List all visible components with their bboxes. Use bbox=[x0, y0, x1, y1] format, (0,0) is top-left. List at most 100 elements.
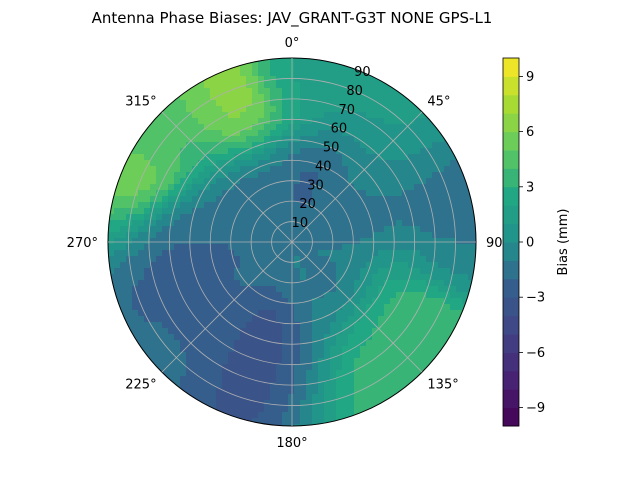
contour-cell bbox=[402, 358, 409, 365]
contour-cell bbox=[216, 400, 223, 407]
contour-cell bbox=[420, 142, 427, 149]
contour-cell bbox=[390, 346, 397, 353]
contour-cell bbox=[354, 130, 361, 137]
contour-cell bbox=[288, 82, 295, 89]
contour-cell bbox=[396, 232, 403, 239]
contour-cell bbox=[288, 148, 295, 155]
contour-cell bbox=[234, 262, 241, 269]
contour-cell bbox=[342, 112, 349, 119]
contour-cell bbox=[408, 388, 415, 395]
contour-cell bbox=[144, 190, 151, 197]
contour-cell bbox=[396, 328, 403, 335]
contour-cell bbox=[288, 142, 295, 149]
contour-cell bbox=[474, 202, 476, 209]
contour-cell bbox=[414, 292, 421, 299]
contour-cell bbox=[312, 250, 319, 257]
contour-cell bbox=[252, 88, 259, 95]
contour-cell bbox=[264, 202, 271, 209]
contour-cell bbox=[372, 316, 379, 323]
contour-cell bbox=[258, 346, 265, 353]
contour-cell bbox=[324, 238, 331, 245]
contour-cell bbox=[204, 100, 211, 107]
contour-cell bbox=[342, 166, 349, 173]
contour-cell bbox=[264, 304, 271, 311]
contour-cell bbox=[282, 220, 289, 227]
contour-cell bbox=[210, 172, 217, 179]
contour-cell bbox=[330, 232, 337, 239]
contour-cell bbox=[354, 418, 361, 425]
contour-cell bbox=[336, 274, 343, 281]
contour-cell bbox=[276, 94, 283, 101]
contour-cell bbox=[156, 346, 163, 353]
contour-cell bbox=[204, 304, 211, 311]
contour-cell bbox=[330, 214, 337, 221]
contour-cell bbox=[120, 328, 127, 335]
contour-cell bbox=[330, 388, 337, 395]
contour-cell bbox=[168, 340, 175, 347]
contour-cell bbox=[366, 166, 373, 173]
contour-cell bbox=[450, 304, 457, 311]
contour-cell bbox=[186, 376, 193, 383]
contour-cell bbox=[396, 208, 403, 215]
contour-cell bbox=[312, 148, 319, 155]
contour-cell bbox=[198, 382, 205, 389]
contour-cell bbox=[222, 418, 229, 425]
contour-cell bbox=[264, 358, 271, 365]
contour-cell bbox=[276, 298, 283, 305]
contour-cell bbox=[276, 58, 283, 65]
contour-cell bbox=[264, 190, 271, 197]
contour-cell bbox=[378, 100, 385, 107]
contour-cell bbox=[294, 256, 301, 263]
contour-cell bbox=[336, 88, 343, 95]
contour-cell bbox=[120, 220, 127, 227]
contour-cell bbox=[450, 286, 457, 293]
contour-cell bbox=[258, 232, 265, 239]
contour-cell bbox=[156, 376, 163, 383]
contour-cell bbox=[204, 202, 211, 209]
contour-cell bbox=[330, 76, 337, 83]
contour-cell bbox=[168, 130, 175, 137]
contour-cell bbox=[156, 118, 163, 125]
contour-cell bbox=[198, 136, 205, 143]
contour-cell bbox=[318, 244, 325, 251]
contour-cell bbox=[186, 238, 193, 245]
contour-cell bbox=[162, 178, 169, 185]
contour-cell bbox=[372, 358, 379, 365]
contour-cell bbox=[456, 190, 463, 197]
contour-cell bbox=[432, 304, 439, 311]
contour-cell bbox=[282, 376, 289, 383]
contour-cell bbox=[306, 238, 313, 245]
contour-cell bbox=[414, 316, 421, 323]
contour-cell bbox=[210, 178, 217, 185]
contour-cell bbox=[162, 220, 169, 227]
contour-cell bbox=[390, 328, 397, 335]
contour-cell bbox=[138, 178, 145, 185]
contour-cell bbox=[174, 262, 181, 269]
contour-cell bbox=[378, 286, 385, 293]
contour-cell bbox=[354, 298, 361, 305]
contour-cell bbox=[156, 184, 163, 191]
contour-cell bbox=[240, 238, 247, 245]
contour-cell bbox=[186, 310, 193, 317]
contour-cell bbox=[186, 148, 193, 155]
contour-cell bbox=[228, 400, 235, 407]
contour-cell bbox=[372, 256, 379, 263]
contour-cell bbox=[192, 232, 199, 239]
contour-cell bbox=[168, 358, 175, 365]
contour-cell bbox=[186, 112, 193, 119]
contour-cell bbox=[342, 274, 349, 281]
contour-cell bbox=[306, 160, 313, 167]
contour-cell bbox=[234, 418, 241, 425]
contour-cell bbox=[348, 268, 355, 275]
contour-cell bbox=[156, 166, 163, 173]
contour-cell bbox=[414, 148, 421, 155]
contour-cell bbox=[138, 190, 145, 197]
contour-cell bbox=[306, 346, 313, 353]
contour-cell bbox=[312, 142, 319, 149]
contour-cell bbox=[252, 358, 259, 365]
contour-cell bbox=[252, 172, 259, 179]
contour-cell bbox=[138, 160, 145, 167]
contour-cell bbox=[330, 268, 337, 275]
contour-cell bbox=[306, 232, 313, 239]
contour-cell bbox=[240, 262, 247, 269]
